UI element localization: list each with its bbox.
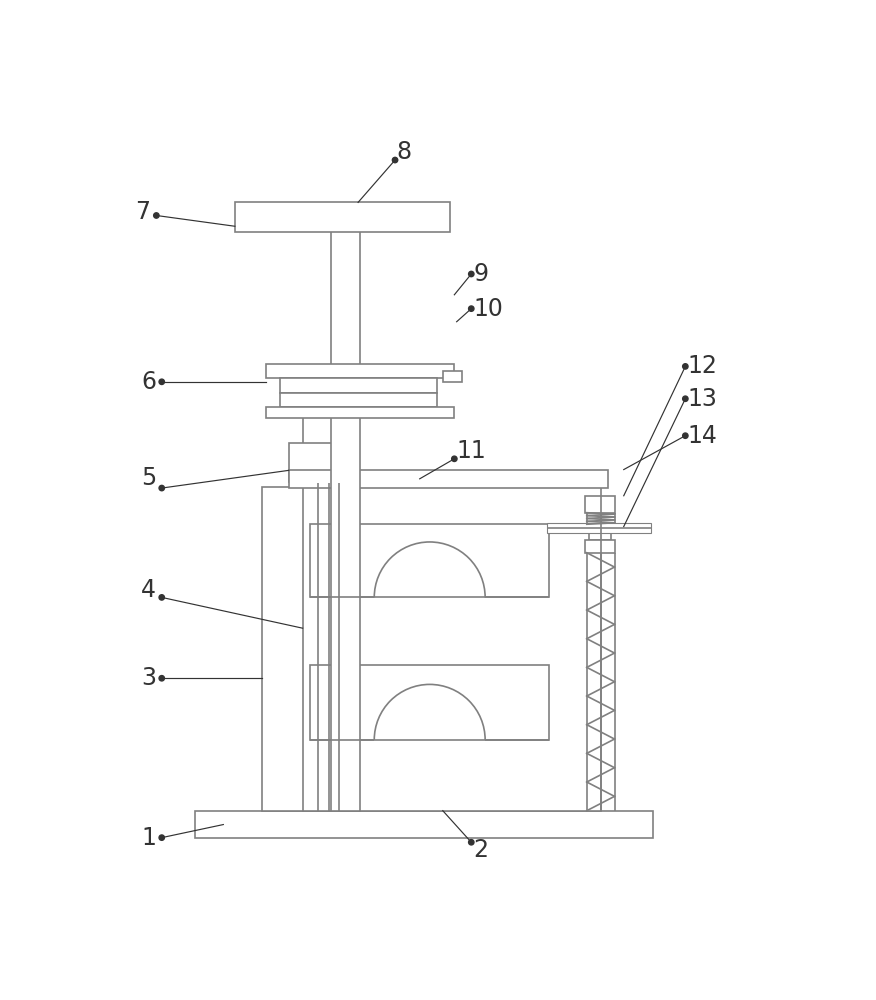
Text: 13: 13: [688, 387, 717, 411]
Text: 7: 7: [135, 200, 150, 224]
Bar: [589, 524, 611, 540]
Text: 3: 3: [141, 666, 156, 690]
Circle shape: [682, 396, 688, 401]
Bar: [194, 811, 653, 838]
Bar: [265, 407, 455, 418]
Bar: [279, 393, 437, 407]
Bar: [310, 665, 549, 740]
Text: 5: 5: [141, 466, 156, 490]
Text: 6: 6: [141, 370, 156, 394]
Bar: [331, 210, 360, 811]
Bar: [262, 487, 601, 811]
Text: 9: 9: [474, 262, 489, 286]
Circle shape: [159, 676, 165, 681]
Text: 2: 2: [474, 838, 489, 862]
Circle shape: [469, 840, 474, 845]
Circle shape: [469, 271, 474, 277]
Bar: [235, 202, 450, 232]
Bar: [547, 523, 651, 533]
Circle shape: [153, 213, 159, 218]
Circle shape: [452, 456, 457, 461]
Text: 1: 1: [141, 826, 156, 850]
Circle shape: [469, 306, 474, 311]
Bar: [289, 443, 350, 482]
Text: 14: 14: [688, 424, 717, 448]
Bar: [310, 524, 549, 597]
Bar: [279, 378, 437, 393]
Text: 4: 4: [141, 578, 156, 602]
Circle shape: [682, 433, 688, 438]
Circle shape: [159, 485, 165, 491]
Bar: [442, 371, 462, 382]
Bar: [265, 364, 455, 378]
Circle shape: [682, 364, 688, 369]
Circle shape: [159, 835, 165, 840]
Bar: [289, 470, 608, 488]
Bar: [585, 540, 614, 553]
Bar: [585, 496, 614, 513]
Text: 8: 8: [397, 140, 412, 164]
Circle shape: [392, 157, 398, 163]
Circle shape: [159, 379, 165, 384]
Text: 12: 12: [688, 354, 717, 378]
Text: 11: 11: [456, 439, 486, 463]
Text: 10: 10: [474, 297, 504, 321]
Bar: [302, 403, 349, 811]
Circle shape: [159, 595, 165, 600]
